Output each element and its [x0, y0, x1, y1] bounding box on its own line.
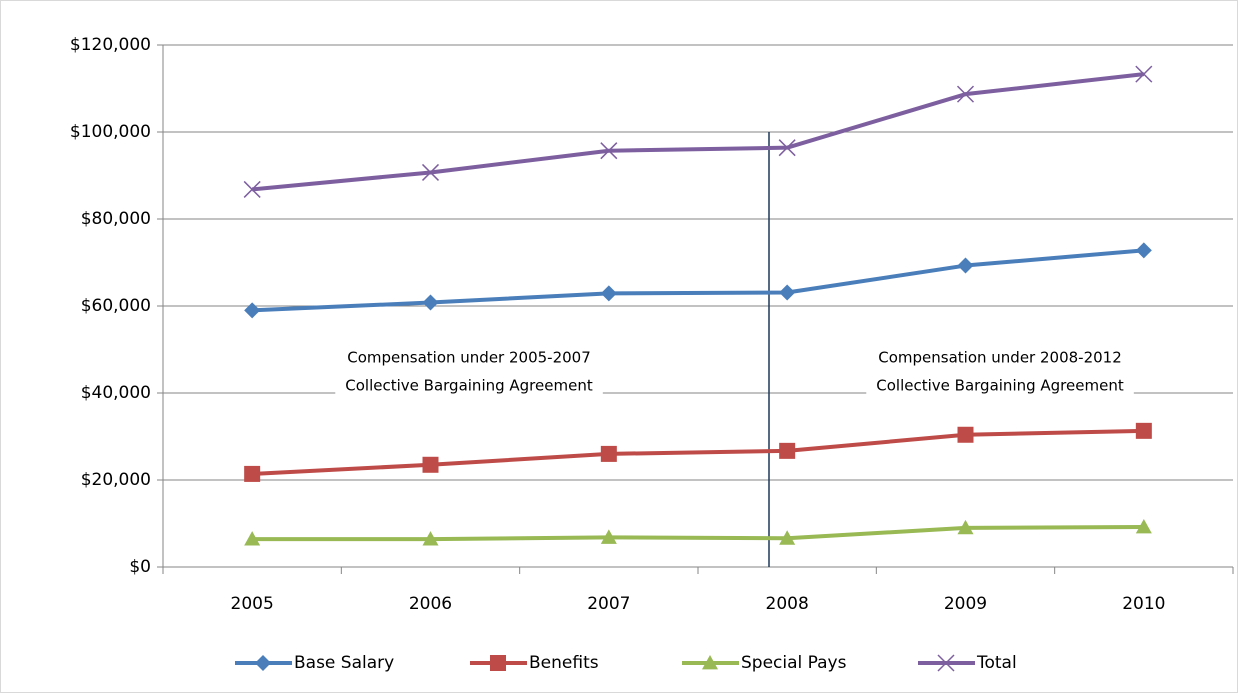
data-point — [957, 519, 974, 535]
y-tick-label: $0 — [129, 557, 151, 577]
data-point — [957, 426, 974, 443]
annotation-backing — [335, 374, 603, 397]
x-tick-label: 2007 — [587, 594, 630, 614]
data-point — [1135, 518, 1152, 534]
data-point — [778, 139, 796, 157]
legend-label: Total — [976, 653, 1017, 673]
x-tick-label: 2008 — [766, 594, 809, 614]
data-point — [779, 530, 796, 545]
y-tick-label: $40,000 — [81, 383, 151, 403]
data-point — [600, 445, 617, 462]
data-point — [956, 85, 975, 103]
data-point — [244, 302, 261, 319]
y-tick-label: $120,000 — [70, 35, 151, 55]
annotation: Collective Bargaining Agreement — [345, 377, 593, 395]
legend-marker — [255, 655, 271, 671]
data-point — [1135, 422, 1152, 439]
data-point — [779, 442, 796, 459]
series-line — [252, 524, 1144, 542]
data-point — [422, 294, 439, 311]
y-tick-label: $60,000 — [81, 296, 151, 316]
legend-marker — [490, 655, 506, 671]
data-point — [1135, 242, 1152, 259]
x-tick-label: 2009 — [944, 594, 987, 614]
data-point — [1135, 65, 1153, 83]
annotation-backing — [866, 374, 1134, 397]
data-point — [421, 163, 440, 181]
data-point — [600, 142, 618, 160]
legend-label: Special Pays — [741, 653, 847, 673]
legend-label: Benefits — [529, 653, 599, 673]
x-tick-label: 2006 — [409, 594, 452, 614]
data-point — [422, 456, 439, 473]
data-point — [243, 180, 261, 198]
data-point — [600, 529, 617, 544]
annotation: Collective Bargaining Agreement — [876, 377, 1124, 395]
data-point — [422, 531, 439, 546]
data-point — [244, 531, 261, 546]
series-line — [252, 248, 1145, 313]
series-line — [251, 72, 1145, 192]
y-tick-label: $100,000 — [70, 122, 151, 142]
y-tick-label: $20,000 — [81, 470, 151, 490]
data-point — [600, 285, 617, 302]
data-point — [779, 284, 796, 301]
y-tick-label: $80,000 — [81, 209, 151, 229]
annotation: Compensation under 2005-2007 — [347, 349, 591, 367]
legend-marker — [937, 654, 955, 672]
legend-label: Base Salary — [294, 653, 394, 673]
data-point — [957, 257, 974, 274]
data-point — [244, 465, 261, 482]
legend-marker — [702, 655, 718, 670]
annotation: Compensation under 2008-2012 — [878, 349, 1122, 367]
x-tick-label: 2010 — [1122, 594, 1165, 614]
x-tick-label: 2005 — [231, 594, 274, 614]
series-line — [252, 428, 1144, 476]
